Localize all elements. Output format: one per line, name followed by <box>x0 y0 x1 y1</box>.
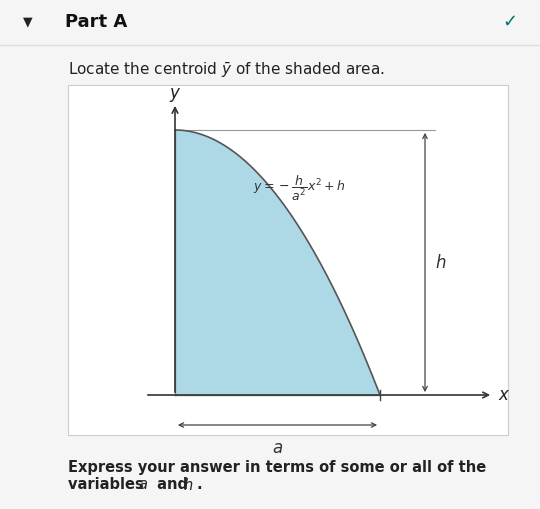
Text: $h$: $h$ <box>183 477 193 493</box>
Text: and: and <box>152 477 193 492</box>
Text: $y$: $y$ <box>169 86 181 104</box>
Text: $a$: $a$ <box>272 439 283 457</box>
Text: $y = -\dfrac{h}{a^2}x^2+h$: $y = -\dfrac{h}{a^2}x^2+h$ <box>253 174 345 203</box>
Text: $h$: $h$ <box>435 253 447 271</box>
Text: variables: variables <box>68 477 149 492</box>
Text: $x$: $x$ <box>498 386 510 404</box>
Text: Express your answer in terms of some or all of the: Express your answer in terms of some or … <box>68 460 486 475</box>
Text: Part A: Part A <box>65 13 127 31</box>
Bar <box>68 85 508 435</box>
Text: Locate the centroid $\bar{y}$ of the shaded area.: Locate the centroid $\bar{y}$ of the sha… <box>68 61 385 79</box>
Text: ▼: ▼ <box>23 15 33 29</box>
Text: $a$: $a$ <box>138 477 148 492</box>
Polygon shape <box>175 130 380 395</box>
Text: .: . <box>196 477 201 492</box>
Text: ✓: ✓ <box>502 13 517 31</box>
